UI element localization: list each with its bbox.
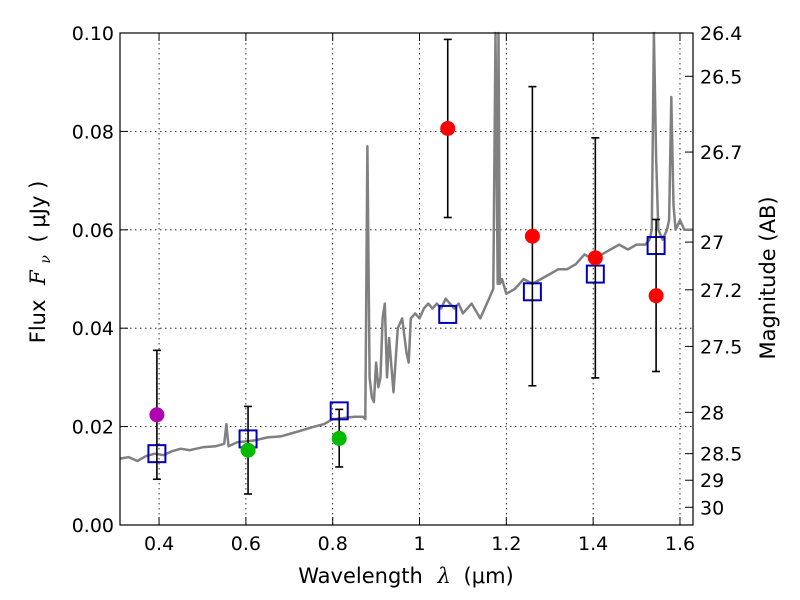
- observed-point: [587, 250, 603, 266]
- observed-point: [240, 442, 256, 458]
- x-tick-label: 0.6: [231, 533, 261, 555]
- model-spectrum-line: [119, 31, 693, 463]
- observed-point: [331, 430, 347, 446]
- grid-layer: [120, 32, 693, 526]
- y-tick-label: 0.06: [72, 220, 114, 242]
- y2-tick-label: 27.2: [700, 280, 742, 302]
- x-tick-label: 0.4: [144, 533, 174, 555]
- plot-frame: [119, 32, 694, 526]
- observed-point: [648, 288, 664, 304]
- y2-tick-label: 27: [700, 232, 724, 254]
- x-axis-label: Wavelength λ (μm): [298, 564, 513, 588]
- x-tick-label: 1: [413, 533, 425, 555]
- y-tick-label: 0.00: [72, 515, 114, 537]
- observed-point: [524, 228, 540, 244]
- x-tick-label: 1.6: [665, 533, 695, 555]
- observed-point: [440, 120, 456, 136]
- y2-tick-label: 28: [700, 402, 724, 424]
- y2-tick-label: 26.7: [700, 142, 742, 164]
- y-tick-label: 0.10: [72, 23, 114, 45]
- model-photometry-square: [438, 304, 458, 324]
- x-tick-label: 0.8: [318, 533, 348, 555]
- y2-tick-label: 26.4: [700, 23, 742, 45]
- model-layer: [119, 31, 693, 463]
- x-tick-label: 1.2: [491, 533, 521, 555]
- observed-flux-layer: [149, 38, 664, 495]
- y2-tick-label: 28.5: [700, 444, 742, 466]
- y-axis-label: Flux F ν ( μJy ): [26, 181, 55, 344]
- y2-axis-label: Magnitude (AB): [756, 196, 780, 359]
- y-tick-label: 0.02: [72, 417, 114, 439]
- tick-layer: 0.4 0.6 0.8 1 1.2 1.4 1.6 0.00 0.02 0.04 0.06 0.08 0…: [72, 23, 743, 555]
- y2-tick-label: 29: [700, 470, 724, 492]
- y2-tick-label: 30: [700, 497, 724, 519]
- observed-point: [149, 407, 165, 423]
- y2-tick-label: 27.5: [700, 336, 742, 358]
- y2-tick-label: 26.5: [700, 66, 742, 88]
- y-tick-label: 0.04: [72, 318, 114, 340]
- y-tick-label: 0.08: [72, 121, 114, 143]
- x-tick-label: 1.4: [578, 533, 608, 555]
